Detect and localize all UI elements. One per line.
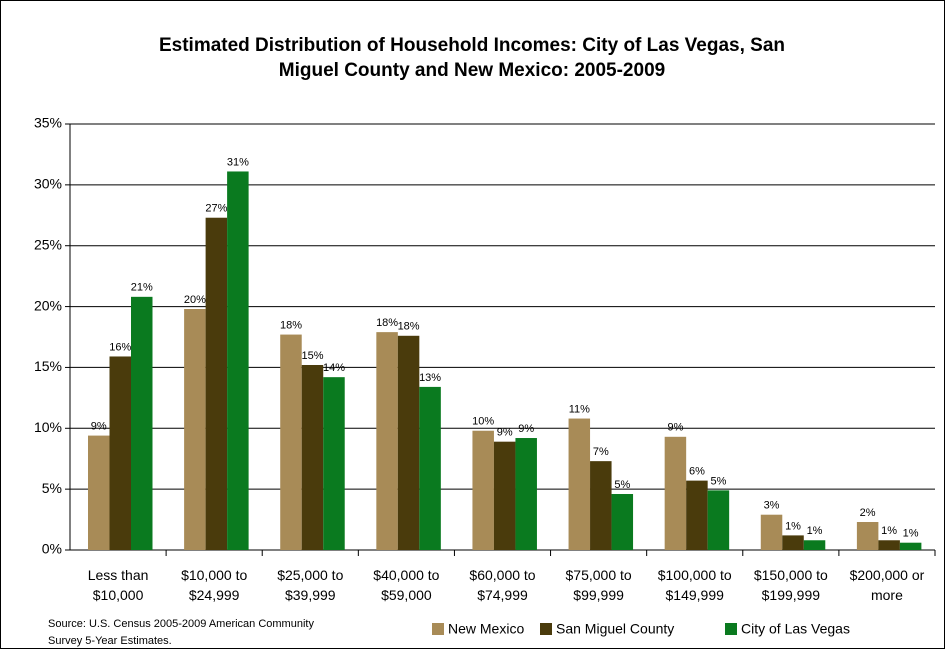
x-tick-label: $100,000 to $149,999 [658, 567, 732, 603]
x-tick-label: $10,000 to $24,999 [181, 567, 247, 603]
y-tick-label: 10% [34, 419, 62, 435]
value-label: 2% [860, 507, 876, 519]
value-label: 14% [323, 362, 345, 374]
x-tick-label: Less than $10,000 [88, 567, 149, 603]
value-label: 1% [881, 525, 897, 537]
y-tick-label: 5% [42, 480, 62, 496]
bar [419, 386, 441, 550]
bar [88, 435, 110, 550]
value-label: 9% [91, 420, 107, 432]
value-label: 18% [376, 317, 398, 329]
bar [323, 377, 345, 550]
legend-swatch [725, 623, 737, 635]
bar [493, 441, 516, 550]
value-label: 31% [227, 156, 249, 168]
value-label: 21% [131, 282, 153, 294]
bar [568, 418, 591, 550]
value-label: 9% [497, 427, 513, 439]
bar [856, 522, 879, 550]
value-label: 18% [398, 321, 420, 333]
bar [707, 490, 730, 550]
bar [878, 540, 900, 550]
legend-swatch [432, 623, 444, 635]
x-tick-label: $150,000 to $199,999 [754, 567, 828, 603]
value-label: 1% [807, 525, 823, 537]
value-label: 6% [689, 466, 705, 478]
x-tick-label: $75,000 to $99,999 [566, 567, 632, 603]
bar [227, 171, 249, 550]
legend-label: City of Las Vegas [741, 621, 850, 637]
x-tick-label: $25,000 to $39,999 [277, 567, 343, 603]
legend-label: San Miguel County [556, 621, 674, 637]
bar [397, 335, 420, 550]
bar [301, 364, 324, 550]
value-label: 9% [518, 423, 534, 435]
value-label: 3% [764, 500, 780, 512]
y-tick-label: 35% [34, 115, 62, 131]
bar [803, 540, 826, 550]
bar [686, 480, 708, 550]
y-tick-label: 15% [34, 358, 62, 374]
bar [131, 296, 153, 550]
y-tick-label: 30% [34, 176, 62, 192]
bar [899, 542, 922, 550]
value-label: 1% [903, 528, 919, 540]
bar [280, 334, 302, 550]
value-label: 5% [710, 475, 726, 487]
bar [515, 438, 537, 550]
value-label: 18% [280, 319, 302, 331]
bar [782, 535, 804, 550]
chart-title: Estimated Distribution of Household Inco… [159, 35, 785, 81]
value-label: 11% [569, 403, 590, 415]
value-label: 27% [205, 203, 227, 215]
y-tick-label: 25% [34, 236, 62, 252]
x-tick-label: $200,000 or more [850, 567, 925, 603]
x-tick-label: $60,000 to $74,999 [469, 567, 535, 603]
y-tick-label: 0% [42, 541, 62, 557]
bar [184, 309, 206, 550]
bar [205, 217, 228, 550]
source-note: Source: U.S. Census 2005-2009 American C… [48, 618, 314, 647]
bar [664, 436, 687, 550]
value-label: 16% [109, 341, 131, 353]
y-tick-label: 20% [34, 297, 62, 313]
bar [376, 332, 398, 550]
value-label: 13% [419, 372, 441, 384]
value-label: 9% [667, 422, 683, 434]
legend-swatch [540, 623, 552, 635]
value-label: 1% [785, 520, 801, 532]
bar [611, 494, 634, 550]
x-tick-label: $40,000 to $59,000 [373, 567, 439, 603]
value-label: 15% [301, 350, 323, 362]
value-label: 5% [614, 479, 630, 491]
bar [760, 514, 783, 550]
legend-label: New Mexico [448, 621, 524, 637]
value-label: 10% [472, 416, 494, 428]
bar [472, 430, 494, 550]
bar [109, 356, 131, 550]
value-label: 20% [184, 294, 206, 306]
bar [590, 461, 612, 550]
value-label: 7% [593, 446, 609, 458]
